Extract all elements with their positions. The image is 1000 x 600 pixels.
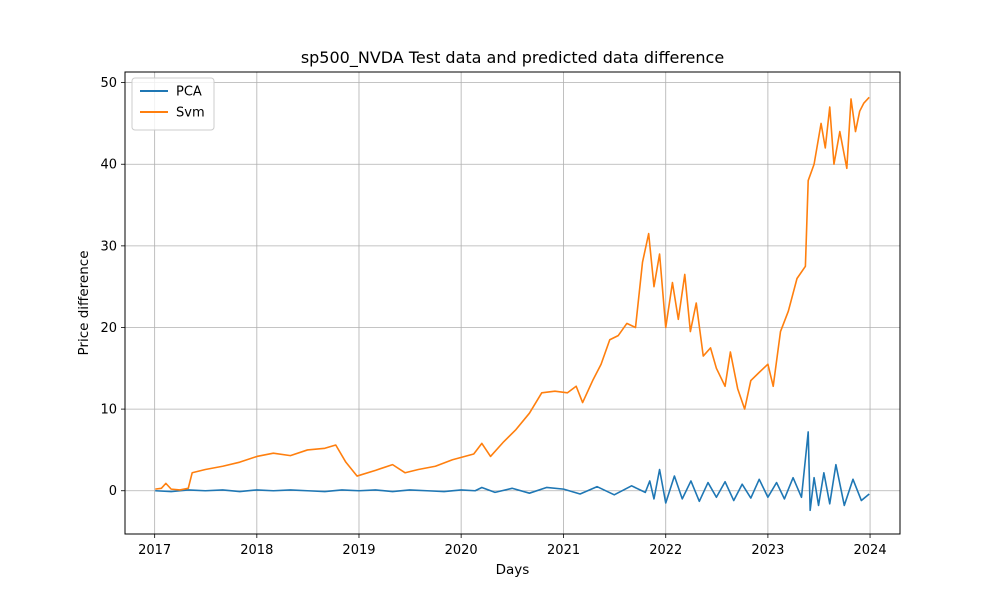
legend: PCA Svm	[131, 77, 215, 131]
legend-label-svm: Svm	[176, 106, 205, 121]
x-tick-label: 2019	[342, 543, 375, 558]
y-tick-label: 40	[100, 158, 117, 173]
x-tick-label: 2017	[138, 543, 171, 558]
y-tick-label: 0	[109, 484, 117, 499]
y-tick-label: 50	[100, 76, 117, 91]
series-line-pca	[155, 431, 870, 512]
y-tick-label: 20	[100, 321, 117, 336]
ticks: 2017 2018 2019 2020 2021 2022 2023 2024 0 10 20 30 4…	[100, 76, 886, 558]
x-tick-label: 2023	[751, 543, 784, 558]
x-tick-label: 2020	[445, 543, 478, 558]
series-layer	[155, 96, 870, 512]
x-tick-label: 2021	[547, 543, 580, 558]
y-tick-label: 30	[100, 239, 117, 254]
chart-title: sp500_NVDA Test data and predicted data …	[301, 48, 724, 68]
y-tick-label: 10	[100, 403, 117, 418]
x-tick-label: 2024	[854, 543, 887, 558]
legend-label-pca: PCA	[176, 85, 202, 100]
plot-frame	[124, 71, 901, 535]
y-axis-label: Price difference	[76, 251, 92, 356]
x-tick-label: 2018	[240, 543, 273, 558]
x-axis-label: Days	[496, 562, 530, 578]
series-line-svm	[155, 96, 870, 491]
x-tick-label: 2022	[649, 543, 682, 558]
